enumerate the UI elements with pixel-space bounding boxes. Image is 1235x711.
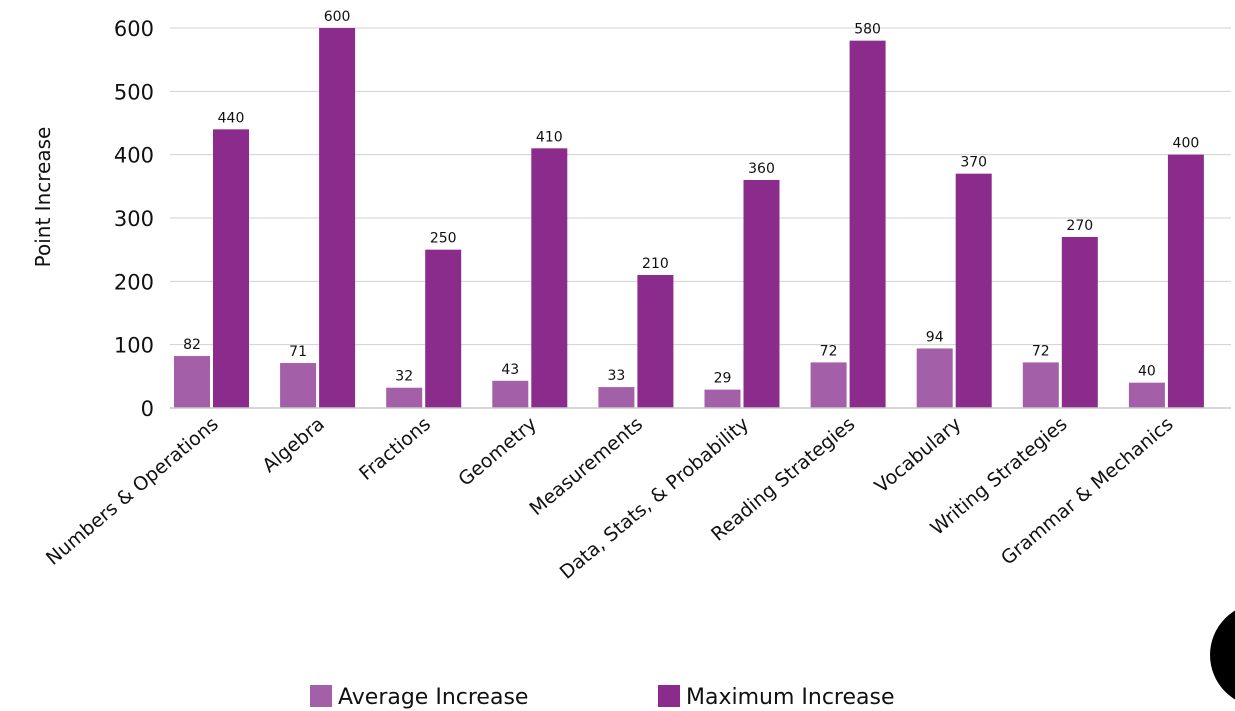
legend-swatch-maximum: [658, 685, 680, 707]
bar-average-increase: [810, 362, 847, 408]
data-label: 270: [1066, 218, 1093, 234]
bar-maximum-increase: [319, 28, 356, 408]
bar-average-increase: [174, 356, 210, 408]
data-label: 360: [748, 161, 775, 177]
data-label: 72: [1032, 343, 1050, 359]
data-label: 410: [536, 129, 563, 145]
x-tick-label: Fractions: [355, 413, 435, 485]
x-tick-label: Data, Stats, & Probability: [556, 413, 753, 584]
y-axis-ticks: 0 100 200 300 400 500 600: [114, 17, 154, 421]
y-tick-label: 100: [114, 334, 154, 358]
bar-maximum-increase: [213, 129, 249, 409]
legend-label-maximum: Maximum Increase: [686, 685, 895, 710]
data-label: 40: [1138, 364, 1156, 380]
data-label: 29: [714, 371, 732, 387]
x-tick-label: Algebra: [258, 413, 328, 477]
y-tick-label: 300: [114, 207, 154, 231]
data-label: 72: [820, 343, 838, 359]
y-tick-label: 500: [114, 80, 154, 104]
bar-average-increase: [280, 363, 317, 408]
y-tick-label: 200: [114, 270, 154, 294]
data-label: 440: [218, 110, 245, 126]
y-tick-label: 0: [141, 397, 154, 421]
data-label: 94: [926, 329, 944, 345]
bar-average-increase: [1022, 362, 1059, 408]
bar-maximum-increase: [849, 40, 886, 409]
data-label: 71: [289, 344, 307, 360]
y-tick-label: 600: [114, 17, 154, 41]
bar-average-increase: [1128, 382, 1165, 408]
data-label: 370: [960, 155, 987, 171]
data-label: 400: [1173, 136, 1200, 152]
legend-swatch-average: [310, 685, 332, 707]
data-label: 82: [183, 337, 201, 353]
bar-average-increase: [916, 348, 953, 408]
data-label: 32: [395, 369, 413, 385]
corner-circle-decoration: [1210, 610, 1235, 700]
legend-label-average: Average Increase: [338, 685, 528, 710]
data-label: 250: [430, 231, 457, 247]
x-tick-label: Grammar & Mechanics: [997, 413, 1178, 570]
data-label: 43: [501, 362, 519, 378]
bar-average-increase: [386, 387, 423, 408]
bar-average-increase: [492, 380, 529, 408]
data-label: 580: [854, 22, 881, 38]
y-axis-label: Point Increase: [31, 127, 55, 268]
bar-maximum-increase: [425, 249, 462, 408]
bar-maximum-increase: [637, 275, 674, 408]
bar-maximum-increase: [1061, 237, 1098, 408]
bar-average-increase: [598, 387, 635, 408]
x-tick-label: Vocabulary: [871, 413, 966, 498]
x-axis-ticks: Numbers & Operations Algebra Fractions Geom…: [42, 413, 1178, 584]
data-label: 33: [607, 368, 625, 384]
bar-maximum-increase: [743, 180, 780, 408]
y-tick-label: 400: [114, 144, 154, 168]
bar-average-increase: [704, 389, 741, 408]
x-tick-label: Geometry: [454, 413, 541, 491]
legend: Average Increase Maximum Increase: [310, 685, 895, 710]
x-tick-label: Measurements: [525, 413, 647, 520]
bar-maximum-increase: [531, 148, 568, 409]
x-tick-label: Numbers & Operations: [42, 413, 223, 570]
data-label: 600: [324, 9, 351, 25]
bar-maximum-increase: [955, 173, 992, 408]
bar-maximum-increase: [1167, 154, 1204, 408]
data-label: 210: [642, 256, 669, 272]
bars: 82 440 71 600 32 250 43 410 33 210 29 360 72 580 94 370…: [174, 9, 1204, 409]
